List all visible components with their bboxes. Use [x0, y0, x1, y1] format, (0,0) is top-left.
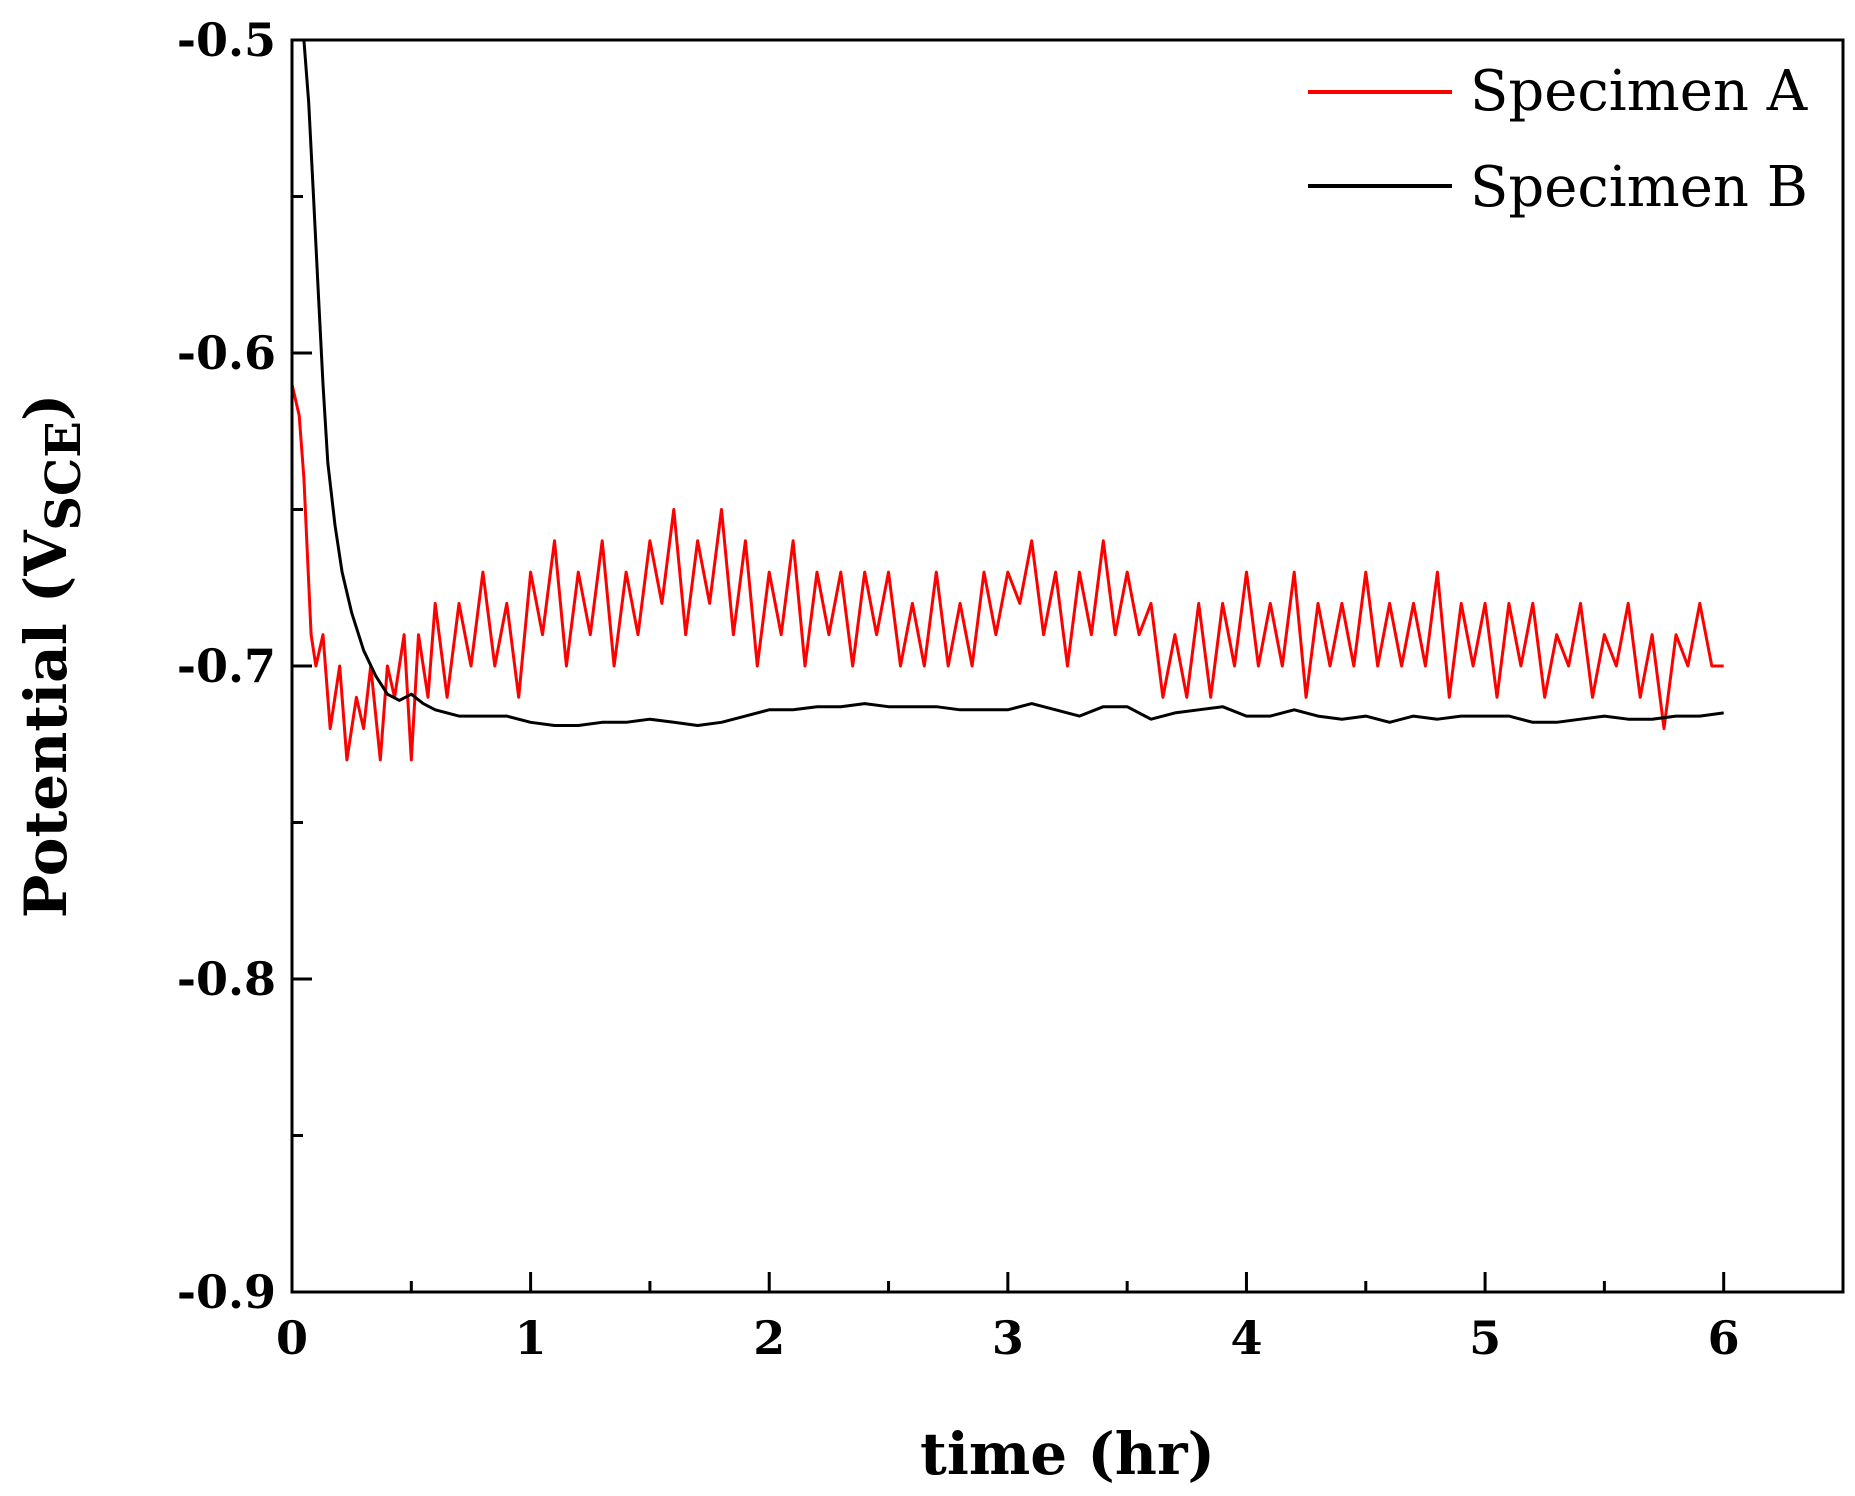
y-axis-title: Potential (VSCE) [12, 394, 92, 919]
y-tick-label: -0.5 [177, 13, 276, 67]
series-layer [290, 39, 1724, 762]
y-axis-title-main: Potential (V [12, 530, 80, 919]
x-tick-label: 6 [1708, 1311, 1740, 1365]
x-tick-label: 5 [1469, 1311, 1501, 1365]
tick-labels-layer: 0 1 2 3 4 5 6 -0.9 -0.8 -0.7 -0.6 -0.5 [177, 13, 1740, 1365]
y-axis-title-close: ) [12, 394, 80, 421]
x-tick-label: 0 [276, 1311, 308, 1365]
y-tick-label: -0.8 [177, 952, 276, 1006]
y-tick-label: -0.6 [177, 326, 276, 380]
y-tick-label: -0.9 [177, 1265, 276, 1319]
legend-label-specimen-b: Specimen B [1470, 155, 1808, 220]
y-axis-title-subscript: SCE [36, 421, 92, 530]
x-tick-label: 4 [1230, 1311, 1262, 1365]
x-axis-title: time (hr) [920, 1420, 1215, 1488]
x-tick-label: 3 [992, 1311, 1024, 1365]
x-tick-label: 2 [753, 1311, 785, 1365]
series-line-specimen-a [290, 383, 1724, 762]
legend: Specimen A Specimen B [1308, 59, 1808, 220]
series-line-specimen-b [302, 39, 1724, 727]
legend-label-specimen-a: Specimen A [1470, 59, 1808, 124]
x-tick-label: 1 [515, 1311, 547, 1365]
y-tick-label: -0.7 [177, 639, 276, 693]
ticks-layer [290, 38, 1726, 1294]
